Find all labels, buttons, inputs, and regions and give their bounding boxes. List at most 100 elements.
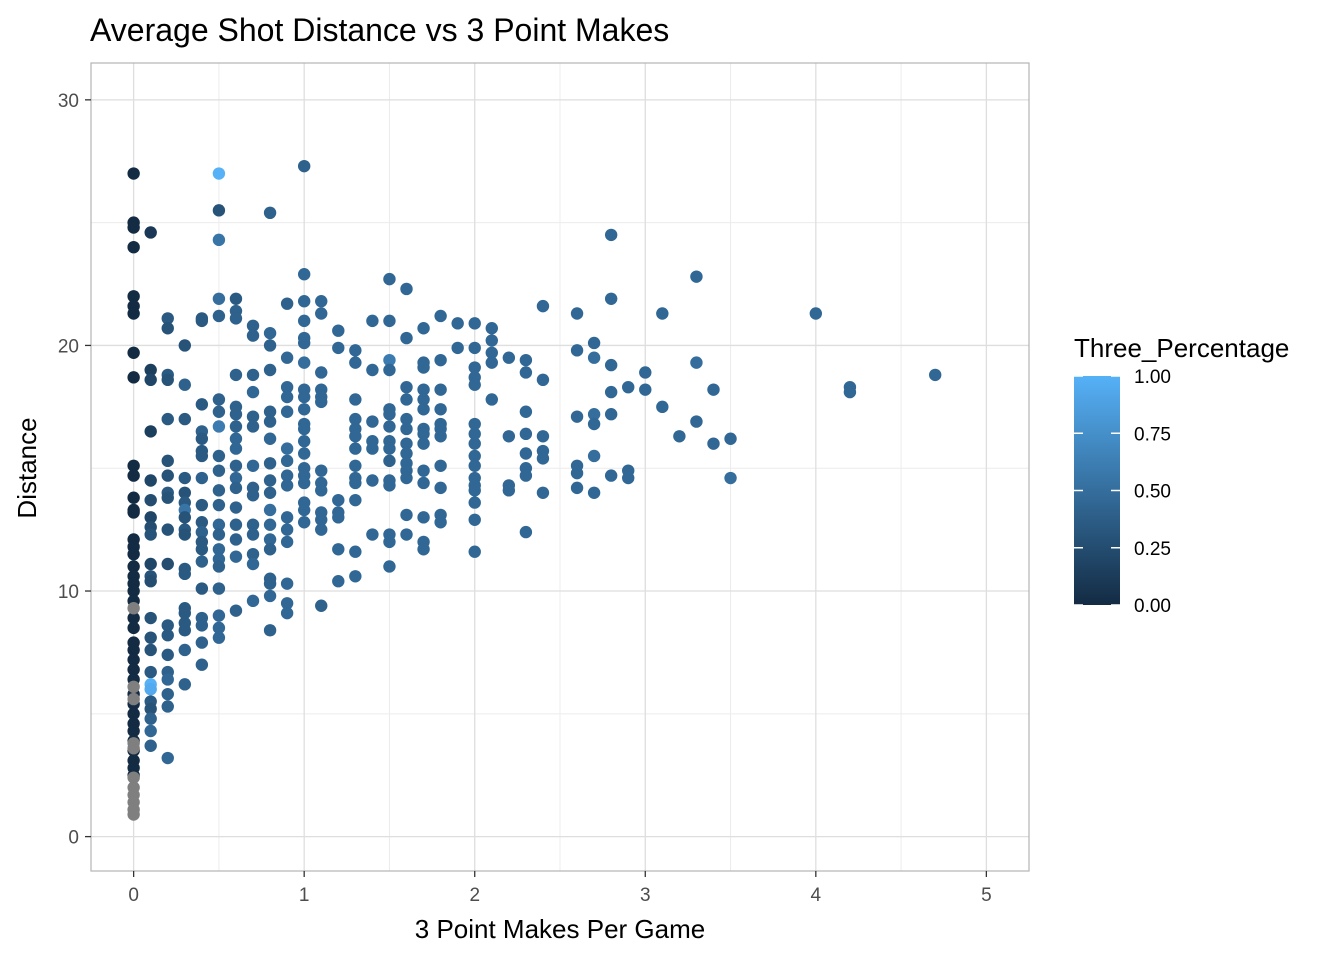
data-point bbox=[315, 513, 328, 527]
data-point bbox=[297, 390, 311, 404]
data-point bbox=[929, 368, 942, 382]
data-point bbox=[263, 415, 277, 428]
data-point bbox=[349, 545, 362, 558]
data-point bbox=[246, 594, 260, 608]
data-point bbox=[468, 361, 481, 374]
data-point bbox=[246, 489, 260, 502]
data-point bbox=[383, 442, 396, 455]
data-point bbox=[297, 435, 311, 448]
data-point bbox=[229, 501, 243, 514]
data-point bbox=[383, 272, 396, 286]
data-point bbox=[127, 680, 140, 694]
data-point bbox=[127, 611, 140, 625]
data-point bbox=[229, 292, 243, 305]
data-point bbox=[195, 432, 209, 445]
data-point bbox=[127, 307, 140, 320]
y-axis-title: Distance bbox=[12, 417, 42, 518]
data-point bbox=[195, 398, 209, 411]
data-point bbox=[280, 511, 294, 524]
data-point bbox=[229, 312, 243, 325]
data-point bbox=[400, 528, 413, 541]
data-point bbox=[229, 471, 243, 485]
data-point bbox=[144, 373, 157, 387]
data-point bbox=[263, 363, 277, 377]
data-point bbox=[246, 557, 260, 571]
data-point bbox=[161, 312, 174, 325]
data-point bbox=[195, 449, 209, 463]
data-point bbox=[604, 358, 618, 372]
data-point bbox=[178, 528, 191, 541]
data-point bbox=[127, 621, 140, 635]
data-point bbox=[417, 383, 430, 396]
data-point bbox=[417, 476, 430, 490]
data-point bbox=[468, 417, 481, 431]
legend-break-label: 0.00 bbox=[1134, 596, 1171, 617]
data-point bbox=[519, 405, 533, 418]
data-point bbox=[263, 486, 277, 499]
legend-title: Three_Percentage bbox=[1074, 333, 1289, 363]
data-point bbox=[229, 407, 243, 421]
data-point bbox=[400, 422, 413, 436]
x-tick-label: 2 bbox=[469, 885, 480, 906]
data-point bbox=[144, 226, 157, 239]
data-point bbox=[161, 523, 174, 536]
legend-ticks: 0.00 0.25 0.50 0.75 1.00 bbox=[1074, 367, 1171, 617]
data-point bbox=[161, 412, 174, 426]
data-point bbox=[400, 508, 413, 522]
data-point bbox=[315, 523, 328, 536]
data-point bbox=[417, 403, 430, 416]
x-tick-label: 1 bbox=[299, 885, 310, 906]
data-point bbox=[195, 619, 209, 632]
data-point bbox=[468, 459, 481, 472]
data-point bbox=[161, 373, 174, 387]
data-point bbox=[127, 346, 140, 359]
data-point bbox=[280, 297, 294, 310]
data-point bbox=[468, 484, 481, 497]
data-point bbox=[212, 484, 226, 497]
data-point bbox=[127, 469, 140, 482]
data-point bbox=[519, 469, 533, 482]
data-point bbox=[587, 486, 601, 499]
data-point bbox=[280, 469, 294, 482]
data-point bbox=[383, 314, 396, 328]
data-point bbox=[212, 609, 226, 622]
data-point bbox=[212, 292, 226, 305]
data-point bbox=[280, 606, 294, 620]
data-point bbox=[536, 299, 550, 313]
data-point bbox=[297, 159, 311, 173]
data-point bbox=[229, 550, 243, 563]
data-point bbox=[178, 643, 191, 657]
data-point bbox=[263, 533, 277, 546]
data-point bbox=[434, 353, 447, 367]
data-point bbox=[144, 702, 157, 716]
data-point bbox=[127, 506, 140, 519]
data-point bbox=[383, 535, 396, 549]
data-point bbox=[229, 518, 243, 531]
data-point bbox=[809, 307, 823, 320]
data-point bbox=[178, 378, 191, 391]
data-point bbox=[212, 582, 226, 595]
data-point bbox=[400, 437, 413, 450]
data-point bbox=[195, 525, 209, 539]
data-point bbox=[280, 351, 294, 364]
data-point bbox=[690, 270, 703, 283]
data-point bbox=[161, 629, 174, 642]
data-point bbox=[570, 466, 584, 480]
data-point bbox=[212, 420, 226, 433]
data-point bbox=[212, 528, 226, 541]
data-point bbox=[587, 336, 601, 350]
data-point bbox=[178, 606, 191, 620]
data-point bbox=[178, 678, 191, 691]
legend-break-label: 1.00 bbox=[1134, 367, 1171, 388]
data-point bbox=[161, 751, 174, 765]
data-point bbox=[263, 326, 277, 340]
data-point bbox=[127, 547, 140, 561]
data-point bbox=[383, 560, 396, 573]
data-point bbox=[246, 410, 260, 423]
data-point bbox=[400, 380, 413, 394]
data-point bbox=[229, 533, 243, 546]
data-point bbox=[468, 545, 481, 558]
data-point bbox=[229, 420, 243, 433]
data-point bbox=[366, 474, 379, 487]
data-point bbox=[349, 393, 362, 406]
